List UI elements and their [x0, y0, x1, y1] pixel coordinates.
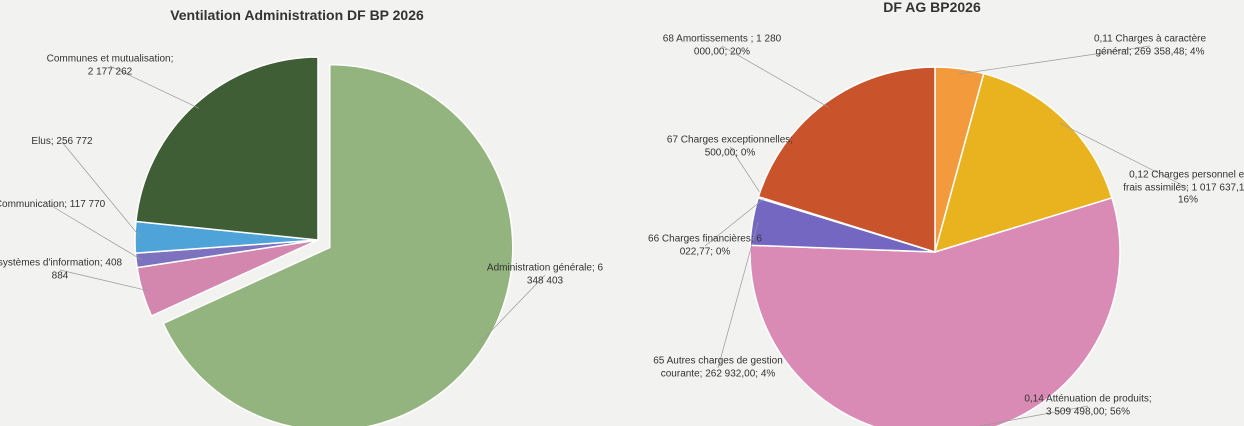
leader-line: [49, 204, 142, 261]
leader-line: [717, 222, 759, 369]
leader-line: [729, 146, 765, 199]
leader-line: [59, 269, 148, 292]
chart-title: Ventilation Administration DF BP 2026: [170, 7, 424, 23]
slice-label: Administration générale; 6 348 403: [486, 262, 604, 287]
slice-label: 67 Charges exceptionnelles; 500,00; 0%: [666, 134, 794, 159]
chart-title: DF AG BP2026: [883, 0, 981, 15]
slice-label: 68 Amortissements ; 1 280 000,00; 20%: [662, 33, 782, 58]
slice-label: Communes et mutualisation; 2 177 262: [46, 53, 174, 78]
pie-slice: [162, 63, 514, 426]
pie-slice: [757, 66, 936, 254]
slice-label: 0,14 Atténuation de produits; 3 509 498,…: [1024, 393, 1152, 418]
slice-label: 0,12 Charges personnel et frais assimilé…: [1123, 169, 1244, 206]
slice-label: systèmes d'information; 408 884: [0, 257, 123, 282]
leader-line: [958, 45, 1151, 75]
slice-label: Elus; 256 772: [31, 135, 93, 147]
leader-line: [109, 65, 200, 109]
slice-label: Communication; 117 770: [0, 198, 106, 210]
slice-label: 66 Charges financières; 6 022,77; 0%: [648, 233, 762, 258]
pie-slice: [749, 197, 1121, 426]
slice-label: 0,11 Charges à caractère général; 269 35…: [1093, 33, 1207, 58]
leader-line: [1059, 122, 1189, 189]
pie-slice: [135, 56, 319, 241]
leader-line: [61, 141, 141, 238]
slice-label: 65 Autres charges de gestion courante; 2…: [653, 355, 783, 380]
leader-line: [704, 198, 764, 247]
pie-slice: [933, 72, 1113, 254]
leader-line: [721, 45, 829, 108]
leader-line: [478, 274, 546, 344]
